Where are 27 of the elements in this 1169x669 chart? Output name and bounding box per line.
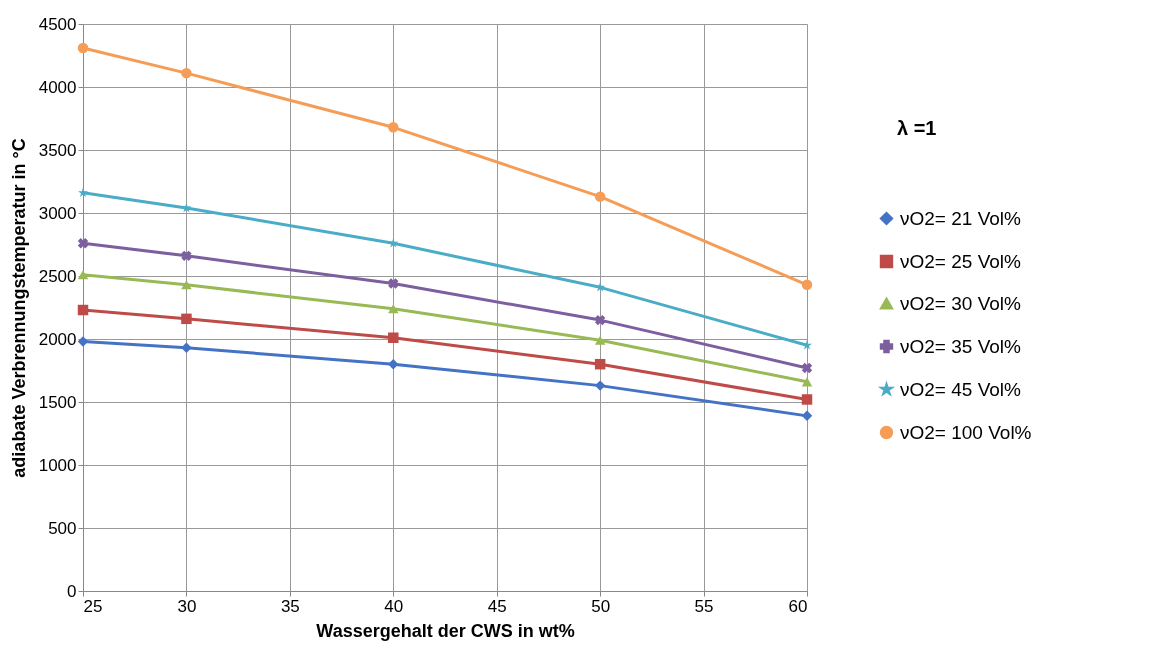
y-tick-label: 2000 — [38, 329, 77, 349]
y-tick-label: 3500 — [38, 140, 77, 160]
y-tick-label: 1500 — [38, 392, 77, 412]
legend-label: νO2= 100 Vol% — [900, 421, 1032, 443]
x-tick-label: 30 — [177, 596, 197, 616]
x-tick-label: 50 — [591, 596, 611, 616]
x-tick-label: 40 — [384, 596, 404, 616]
x-axis-title: Wassergehalt der CWS in wt% — [316, 620, 575, 641]
legend-label: νO2= 25 Vol% — [900, 250, 1022, 272]
legend-label: νO2= 21 Vol% — [900, 207, 1022, 229]
y-tick-label: 4500 — [38, 14, 77, 34]
y-axis-title: adiabate Verbrennungstemperatur in °C — [8, 138, 29, 478]
legend-label: νO2= 45 Vol% — [900, 378, 1022, 400]
y-tick-label: 500 — [48, 518, 77, 538]
x-tick-label: 55 — [694, 596, 714, 616]
legend-label: νO2= 35 Vol% — [900, 335, 1022, 357]
y-tick-label: 4000 — [38, 77, 77, 97]
y-tick-label: 0 — [67, 581, 77, 601]
x-tick-label: 45 — [487, 596, 507, 616]
text: λ =1 — [897, 117, 937, 139]
x-tick-label: 35 — [280, 596, 300, 616]
x-tick-label: 25 — [83, 596, 103, 616]
legend-label: νO2= 30 Vol% — [900, 292, 1022, 314]
x-tick-label: 60 — [788, 596, 808, 616]
y-tick-label: 3000 — [38, 203, 77, 223]
y-tick-label: 1000 — [38, 455, 77, 475]
y-tick-label: 2500 — [38, 266, 77, 286]
